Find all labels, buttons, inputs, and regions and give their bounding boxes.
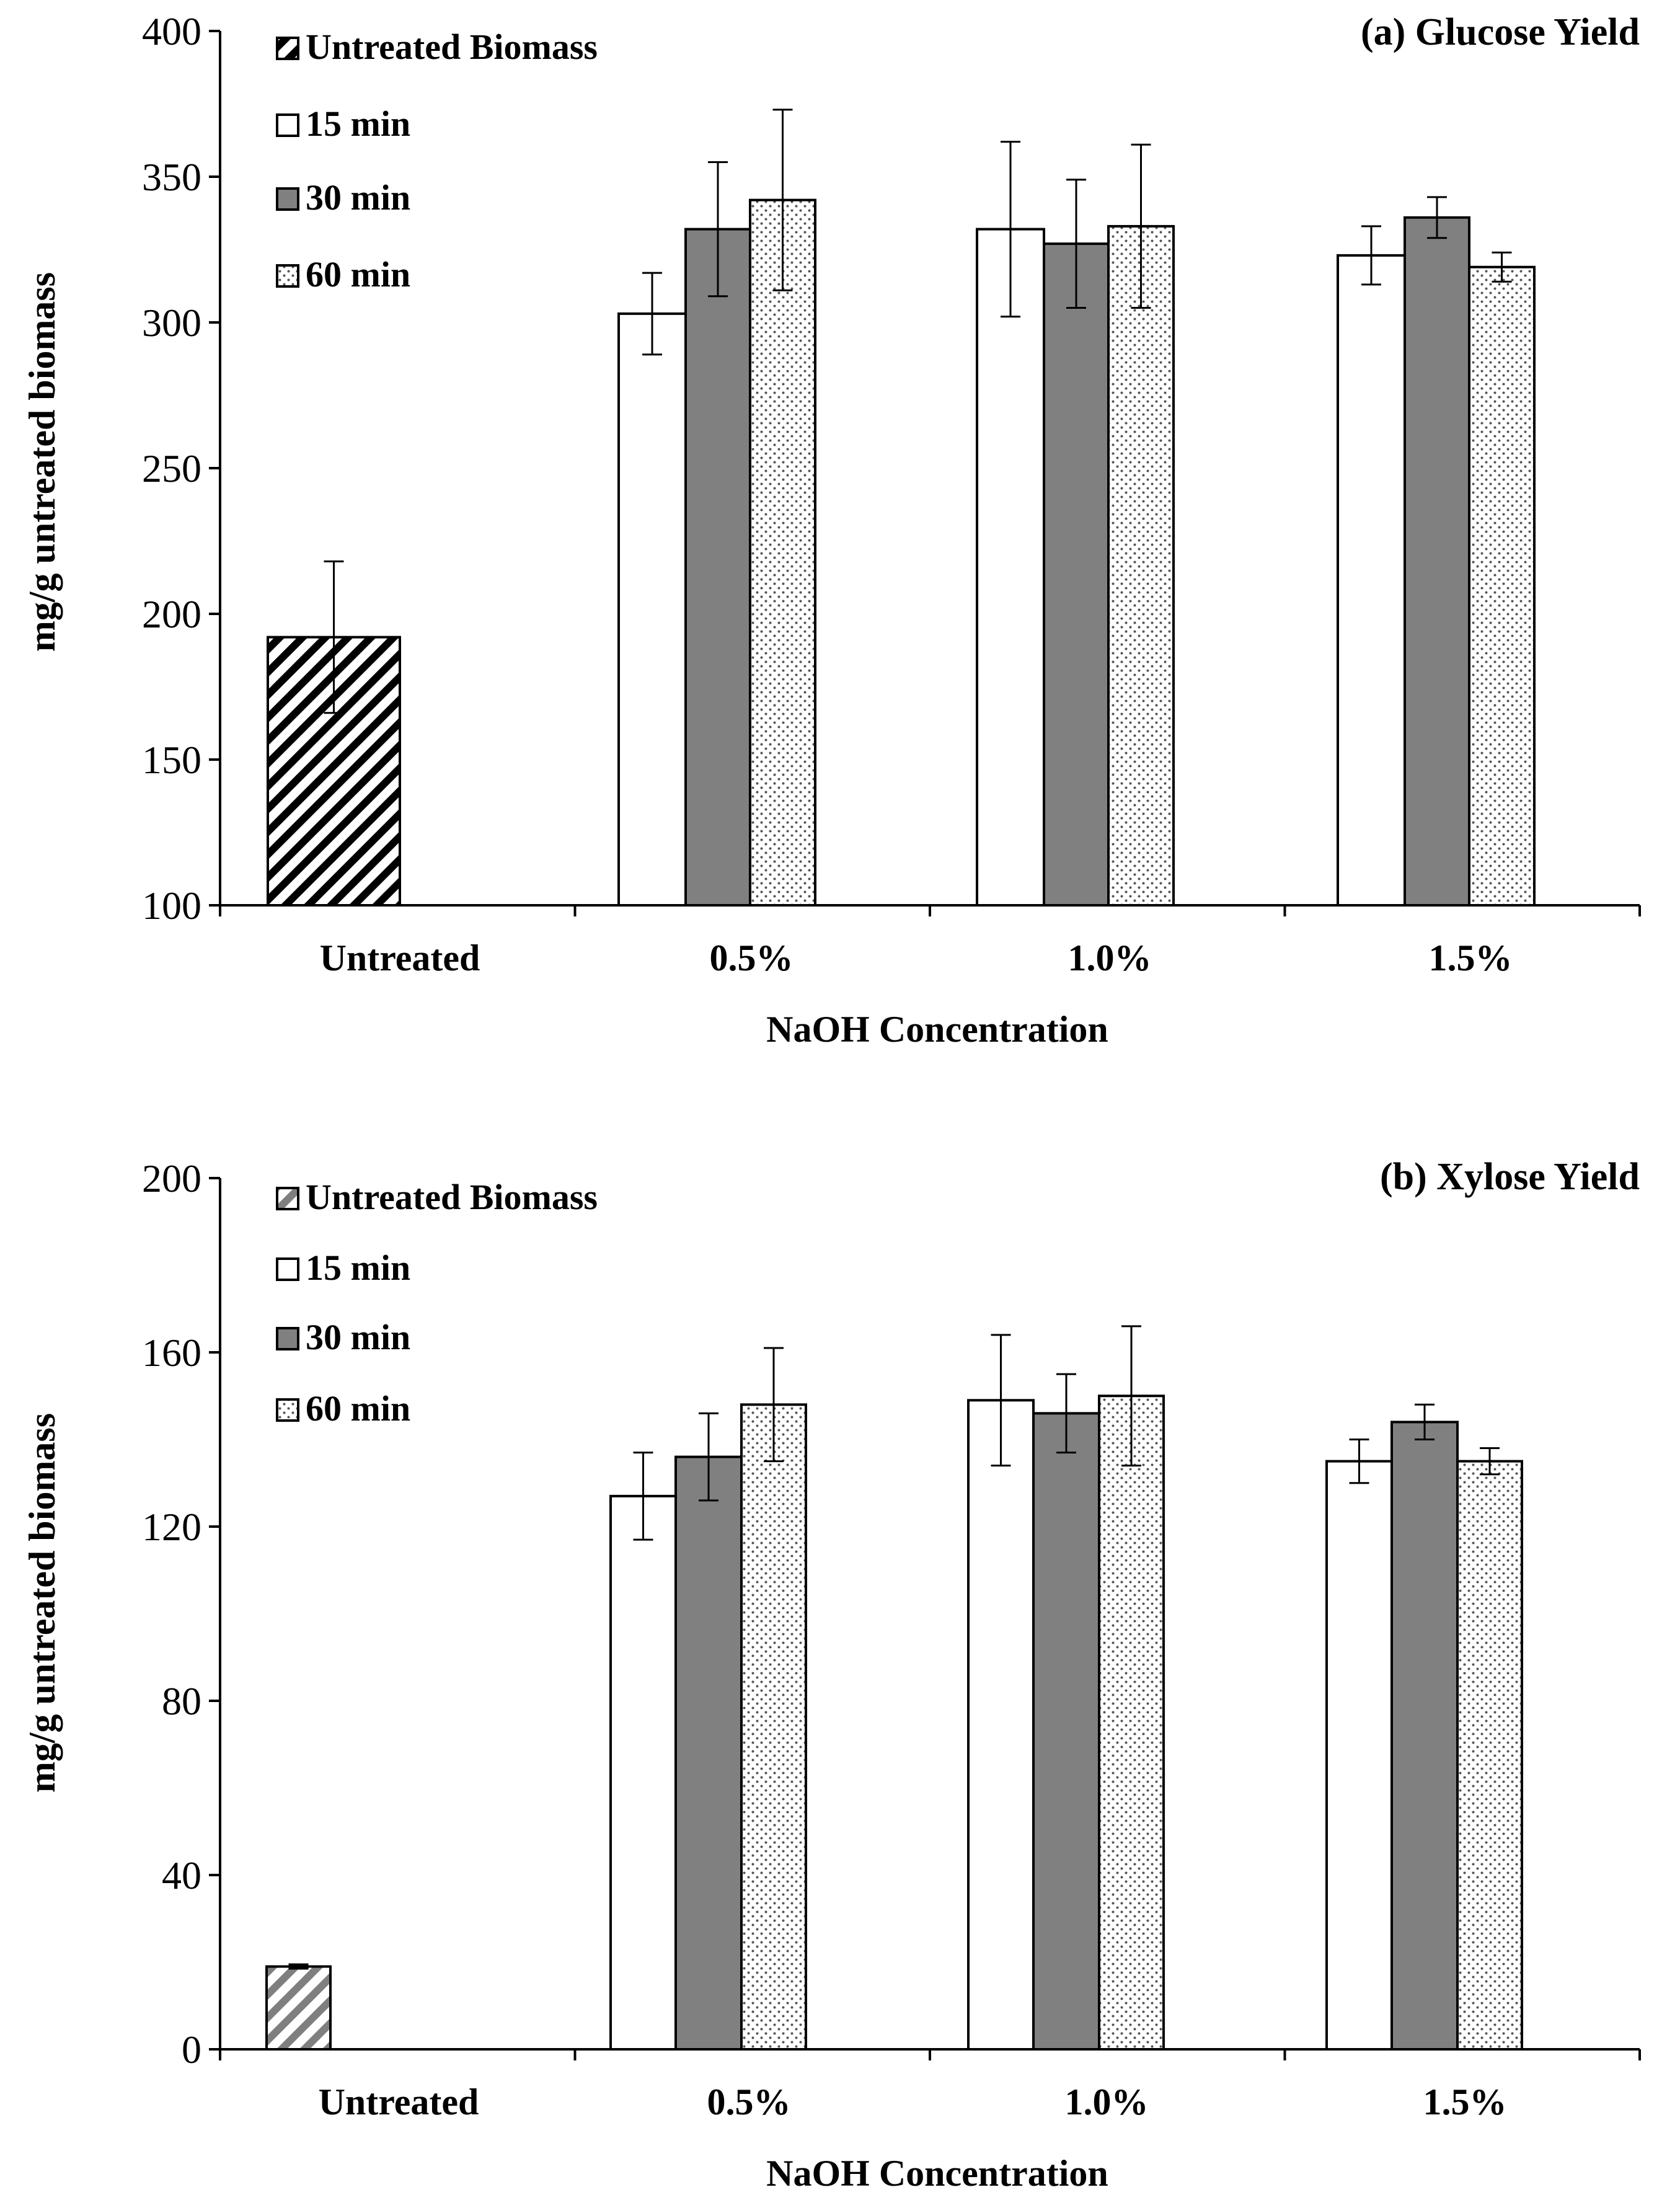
legend-swatch xyxy=(276,113,299,137)
xylose-yield-chart: 0 40 80 120 160 200 Untreated 0.5% 1.0% 1.5% (b)… xyxy=(22,1156,1641,2194)
y-axis-title: mg/g untreated biomass xyxy=(22,1413,63,1793)
legend: Untreated Biomass 15 min 30 min 60 min xyxy=(276,27,598,295)
bar xyxy=(617,312,687,907)
y-tick-label: 40 xyxy=(162,1853,201,1897)
x-category-label: Untreated xyxy=(319,2082,479,2122)
legend-swatch xyxy=(276,187,299,211)
legend-label: 30 min xyxy=(306,1317,410,1357)
x-category-label: Untreated xyxy=(320,938,480,978)
bar xyxy=(609,1494,677,2051)
legend-label: Untreated Biomass xyxy=(306,1177,598,1217)
bar xyxy=(684,228,751,907)
bar xyxy=(967,1399,1035,2051)
y-tick-label: 150 xyxy=(142,738,201,782)
x-category-label: 1.5% xyxy=(1423,2082,1507,2122)
chart-title: (b) Xylose Yield xyxy=(1380,1156,1640,1198)
x-axis-title: NaOH Concentration xyxy=(766,1009,1108,1050)
bar xyxy=(1098,1395,1165,2051)
y-tick-label: 350 xyxy=(142,155,201,199)
legend-swatch xyxy=(276,1257,299,1281)
x-category-label: 1.0% xyxy=(1065,2082,1149,2122)
error-bars xyxy=(324,109,1512,714)
chart-title: (a) Glucose Yield xyxy=(1361,11,1640,53)
bar xyxy=(1032,1412,1100,2051)
bars xyxy=(265,1395,1523,2051)
y-tick-label: 200 xyxy=(142,1156,201,1200)
legend-label: Untreated Biomass xyxy=(306,27,598,67)
y-tick-label: 0 xyxy=(182,2028,201,2072)
glucose-yield-chart: 100 150 200 250 300 350 400 Untreated 0.5% 1.0% 1… xyxy=(22,9,1641,1050)
legend-label: 15 min xyxy=(306,104,410,144)
legend-swatch xyxy=(276,1398,299,1422)
bar xyxy=(1390,1421,1459,2051)
bar xyxy=(1456,1460,1523,2051)
legend: Untreated Biomass 15 min 30 min 60 min xyxy=(276,1177,598,1429)
bar xyxy=(1468,265,1536,907)
bar xyxy=(674,1455,743,2051)
legend-swatch xyxy=(276,264,299,288)
x-category-label: 0.5% xyxy=(710,938,794,978)
legend-label: 30 min xyxy=(306,177,410,218)
bar xyxy=(1325,1460,1393,2051)
bar xyxy=(265,1965,332,2051)
bar xyxy=(1337,254,1406,907)
error-bars xyxy=(288,1325,1500,1970)
y-tick-label: 300 xyxy=(142,301,201,345)
y-tick-label: 160 xyxy=(142,1331,201,1375)
x-category-label: 0.5% xyxy=(707,2082,791,2122)
legend-swatch xyxy=(276,1327,299,1350)
legend-label: 60 min xyxy=(306,254,410,295)
y-tick-label: 250 xyxy=(142,446,201,490)
x-category-label: 1.5% xyxy=(1429,938,1513,978)
bar xyxy=(976,228,1045,907)
legend-label: 15 min xyxy=(306,1248,410,1288)
y-tick-label: 80 xyxy=(162,1679,201,1723)
y-tick-label: 200 xyxy=(142,592,201,636)
x-axis: Untreated 0.5% 1.0% 1.5% xyxy=(219,904,1641,978)
legend-swatch xyxy=(276,37,299,60)
y-tick-label: 400 xyxy=(142,9,201,53)
y-axis: 0 40 80 120 160 200 xyxy=(142,1156,221,2072)
y-axis-title: mg/g untreated biomass xyxy=(22,272,63,652)
legend-label: 60 min xyxy=(306,1388,410,1429)
x-axis: Untreated 0.5% 1.0% 1.5% xyxy=(219,2048,1641,2122)
bar xyxy=(1043,242,1110,907)
x-axis-title: NaOH Concentration xyxy=(766,2153,1108,2194)
legend-swatch xyxy=(276,1187,299,1210)
bar xyxy=(1107,224,1175,907)
bar xyxy=(740,1403,807,2051)
y-tick-label: 100 xyxy=(142,884,201,928)
bar xyxy=(1404,216,1470,907)
y-tick-label: 120 xyxy=(142,1505,201,1549)
y-axis: 100 150 200 250 300 350 400 xyxy=(142,9,221,928)
x-category-label: 1.0% xyxy=(1068,938,1152,978)
bar xyxy=(749,198,816,907)
bars xyxy=(267,198,1536,907)
